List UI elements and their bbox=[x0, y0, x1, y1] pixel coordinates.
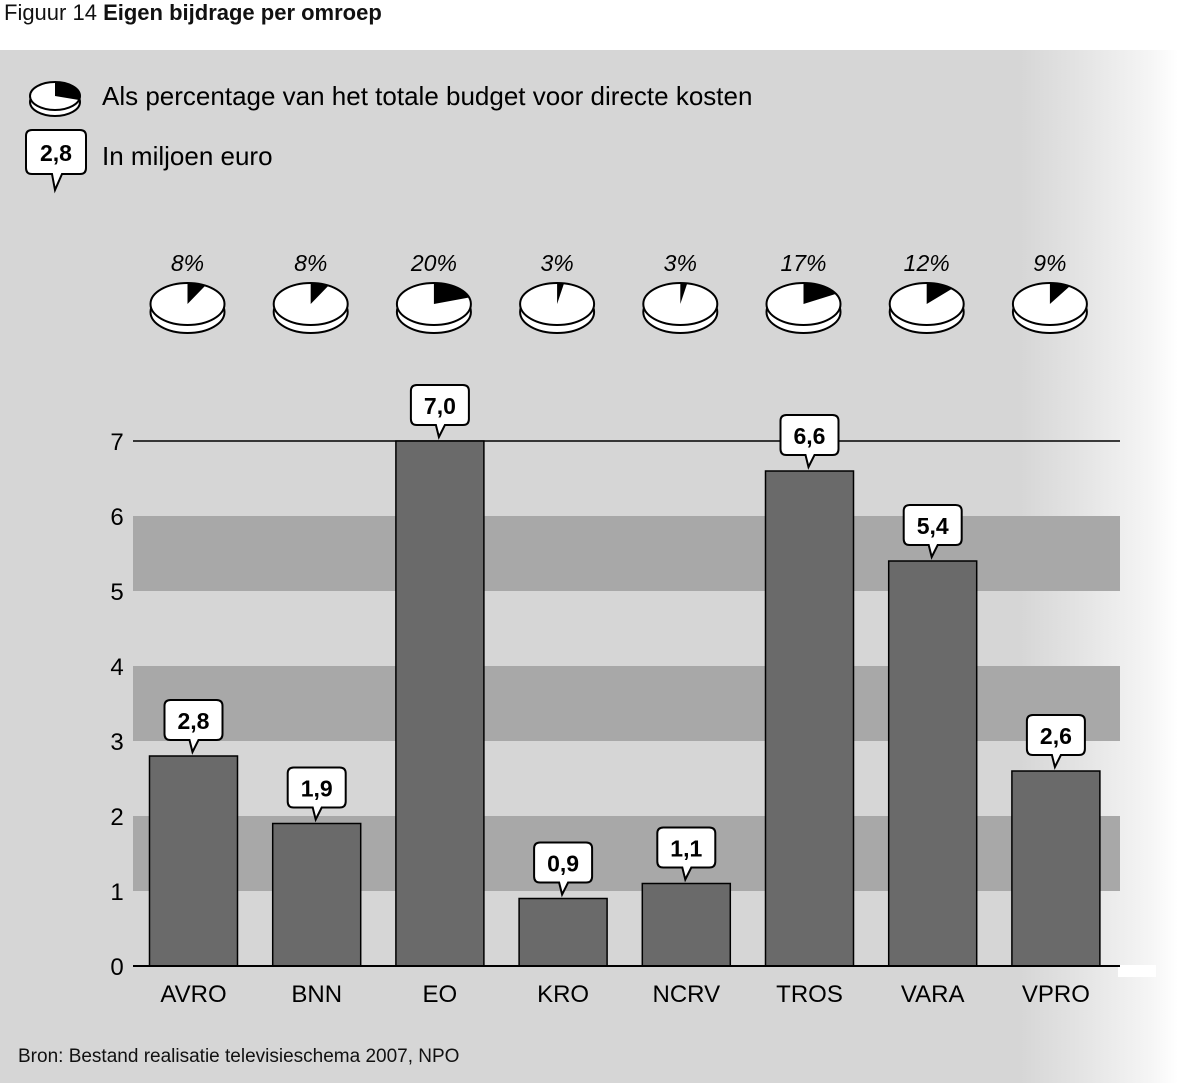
y-tick-label: 4 bbox=[110, 654, 123, 681]
x-axis: AVRO BNN EO KRO NCRV TROS VARA VPRO bbox=[160, 981, 1090, 1008]
bar bbox=[271, 822, 362, 967]
percentage-label: 3% bbox=[664, 250, 697, 276]
bar-value-label: 5,4 bbox=[917, 513, 949, 539]
value-callout bbox=[286, 766, 347, 823]
axis-end-tab bbox=[1118, 965, 1156, 977]
bar bbox=[641, 882, 732, 967]
bar bbox=[1011, 770, 1101, 967]
x-category-label: VPRO bbox=[1022, 981, 1090, 1008]
percentage-label: 20% bbox=[410, 250, 457, 276]
value-callout bbox=[163, 699, 224, 755]
source-note: Bron: Bestand realisatie televisieschema… bbox=[18, 1046, 460, 1067]
share-pie bbox=[149, 282, 226, 334]
figure-title: Figuur 14 Eigen bijdrage per omroep bbox=[4, 0, 382, 26]
pie-slice bbox=[310, 283, 329, 304]
share-pie bbox=[395, 282, 472, 334]
pie-slice bbox=[557, 283, 565, 304]
x-category-label: TROS bbox=[776, 981, 843, 1008]
pie-slice bbox=[926, 283, 953, 304]
x-category-label: NCRV bbox=[653, 981, 721, 1008]
x-category-label: KRO bbox=[537, 981, 589, 1008]
chart-panel: Als percentage van het totale budget voo… bbox=[0, 50, 1178, 1083]
value-callout bbox=[1025, 714, 1086, 770]
share-pie bbox=[888, 282, 965, 334]
percentage-label: 17% bbox=[780, 250, 826, 276]
y-tick-label: 1 bbox=[110, 879, 123, 906]
bar-value-label: 2,6 bbox=[1040, 723, 1072, 749]
bar-value-label: 1,9 bbox=[301, 776, 333, 802]
value-callout bbox=[409, 384, 470, 440]
percentage-label: 3% bbox=[540, 250, 573, 276]
y-axis: 0 1 2 3 4 5 6 7 bbox=[110, 429, 123, 981]
bar-chart: Als percentage van het totale budget voo… bbox=[25, 81, 1156, 1008]
value-callout bbox=[902, 504, 963, 560]
bar bbox=[395, 440, 485, 967]
y-tick-label: 2 bbox=[110, 804, 123, 831]
y-tick-label: 7 bbox=[110, 429, 123, 456]
pie-slice bbox=[1049, 283, 1070, 304]
legend-pie-icon bbox=[29, 81, 81, 117]
share-pie bbox=[519, 282, 596, 334]
legend-callout-value: 2,8 bbox=[40, 140, 72, 166]
bar-value-label: 1,1 bbox=[670, 836, 702, 862]
legend-pie-label: Als percentage van het totale budget voo… bbox=[102, 81, 752, 111]
percentage-label: 8% bbox=[171, 250, 204, 276]
value-callout bbox=[533, 841, 594, 898]
value-callout bbox=[779, 414, 840, 470]
y-tick-label: 5 bbox=[110, 579, 123, 606]
x-category-label: AVRO bbox=[160, 981, 226, 1008]
share-pie bbox=[272, 282, 349, 334]
legend-callout-label: In miljoen euro bbox=[102, 141, 273, 171]
bar bbox=[148, 755, 239, 967]
bar bbox=[887, 560, 978, 967]
bar-value-label: 7,0 bbox=[424, 393, 456, 419]
y-tick-label: 6 bbox=[110, 504, 123, 531]
pie-row: 8% 8% 20% 3% 3% 17% 12% 9% bbox=[149, 250, 1088, 334]
bar bbox=[518, 897, 608, 967]
y-tick-label: 0 bbox=[110, 954, 123, 981]
pie-slice bbox=[187, 283, 206, 304]
bar-value-label: 2,8 bbox=[178, 708, 210, 734]
x-category-label: VARA bbox=[901, 981, 965, 1008]
bar-value-label: 6,6 bbox=[794, 423, 826, 449]
y-tick-label: 3 bbox=[110, 729, 123, 756]
percentage-label: 12% bbox=[904, 250, 950, 276]
percentage-label: 9% bbox=[1033, 250, 1066, 276]
value-callout bbox=[656, 826, 717, 883]
pie-slice bbox=[433, 283, 470, 304]
pie-slice bbox=[803, 283, 836, 304]
figure-prefix: Figuur 14 bbox=[4, 0, 97, 25]
figure-heading: Eigen bijdrage per omroep bbox=[103, 0, 382, 25]
share-pie bbox=[765, 282, 842, 334]
bar-series: 2,8 1,9 7,0 0,9 1,1 6,6 5,4 2,6 bbox=[148, 384, 1101, 967]
x-category-label: EO bbox=[423, 981, 458, 1008]
share-pie bbox=[642, 282, 719, 334]
bar-value-label: 0,9 bbox=[547, 851, 579, 877]
pie-slice bbox=[680, 283, 688, 304]
bar bbox=[764, 470, 855, 967]
legend-callout-icon: 2,8 bbox=[25, 129, 87, 194]
x-category-label: BNN bbox=[291, 981, 342, 1008]
percentage-label: 8% bbox=[294, 250, 327, 276]
share-pie bbox=[1011, 282, 1088, 334]
